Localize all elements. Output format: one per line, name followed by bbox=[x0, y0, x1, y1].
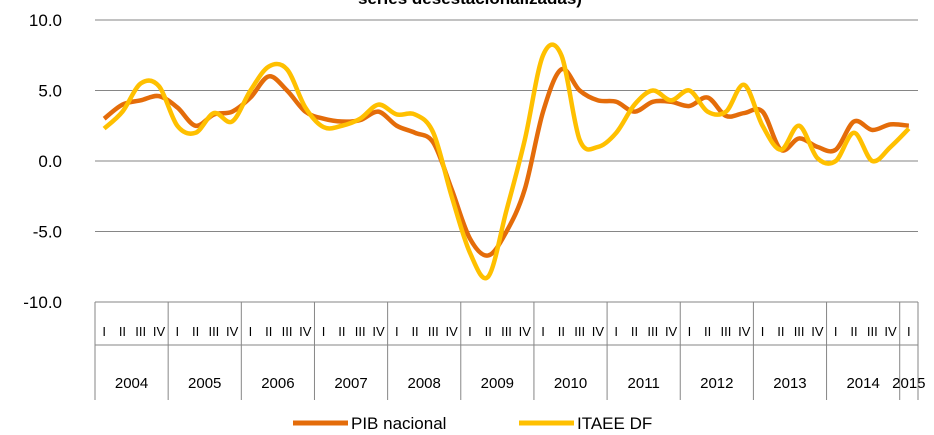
x-tick-label: II bbox=[338, 324, 345, 339]
y-tick-label: 5.0 bbox=[38, 82, 62, 101]
x-tick-label: III bbox=[574, 324, 585, 339]
year-label: 2011 bbox=[628, 375, 660, 392]
x-tick-label: IV bbox=[592, 324, 605, 339]
chart-title: series desestacionalizadas) bbox=[358, 0, 582, 8]
year-label: 2015 bbox=[892, 375, 925, 392]
x-tick-label: I bbox=[541, 324, 545, 339]
x-tick-label: IV bbox=[153, 324, 166, 339]
x-tick-label: IV bbox=[299, 324, 312, 339]
x-tick-label: I bbox=[395, 324, 399, 339]
x-tick-label: IV bbox=[884, 324, 897, 339]
x-tick-label: I bbox=[468, 324, 472, 339]
x-tick-label: II bbox=[192, 324, 199, 339]
x-tick-label: I bbox=[688, 324, 692, 339]
year-label: 2006 bbox=[261, 375, 294, 392]
x-tick-label: I bbox=[175, 324, 179, 339]
x-tick-label: I bbox=[102, 324, 106, 339]
x-tick-label: II bbox=[631, 324, 638, 339]
x-tick-label: III bbox=[867, 324, 878, 339]
x-tick-label: IV bbox=[811, 324, 824, 339]
x-tick-label: II bbox=[850, 324, 857, 339]
x-tick-label: II bbox=[704, 324, 711, 339]
x-tick-label: III bbox=[501, 324, 512, 339]
series-line bbox=[104, 69, 909, 256]
x-tick-label: I bbox=[322, 324, 326, 339]
x-tick-label: I bbox=[614, 324, 618, 339]
x-tick-label: I bbox=[834, 324, 838, 339]
x-tick-label: IV bbox=[445, 324, 458, 339]
year-label: 2010 bbox=[554, 375, 587, 392]
year-label: 2009 bbox=[481, 375, 514, 392]
x-tick-label: IV bbox=[738, 324, 751, 339]
year-label: 2008 bbox=[408, 375, 441, 392]
x-tick-label: II bbox=[558, 324, 565, 339]
y-tick-label: -5.0 bbox=[33, 223, 62, 242]
x-tick-label: III bbox=[282, 324, 293, 339]
legend-label: ITAEE DF bbox=[577, 414, 652, 433]
x-tick-label: III bbox=[135, 324, 146, 339]
x-tick-label: IV bbox=[665, 324, 678, 339]
x-tick-label: IV bbox=[519, 324, 532, 339]
x-tick-label: IV bbox=[372, 324, 385, 339]
year-label: 2005 bbox=[188, 375, 221, 392]
year-label: 2012 bbox=[700, 375, 733, 392]
year-label: 2007 bbox=[334, 375, 367, 392]
x-tick-label: I bbox=[761, 324, 765, 339]
x-tick-label: III bbox=[647, 324, 658, 339]
x-tick-label: I bbox=[907, 324, 911, 339]
year-label: 2014 bbox=[846, 375, 879, 392]
x-tick-label: III bbox=[355, 324, 366, 339]
x-tick-label: II bbox=[485, 324, 492, 339]
x-tick-label: II bbox=[777, 324, 784, 339]
x-tick-label: III bbox=[428, 324, 439, 339]
x-tick-label: I bbox=[249, 324, 253, 339]
year-label: 2004 bbox=[115, 375, 148, 392]
x-tick-label: III bbox=[208, 324, 219, 339]
y-tick-label: 0.0 bbox=[38, 152, 62, 171]
x-tick-label: III bbox=[721, 324, 732, 339]
x-tick-label: III bbox=[794, 324, 805, 339]
year-label: 2013 bbox=[773, 375, 806, 392]
x-tick-label: II bbox=[411, 324, 418, 339]
x-tick-label: IV bbox=[226, 324, 239, 339]
x-tick-label: II bbox=[119, 324, 126, 339]
chart: series desestacionalizadas) -10.0 -5.0 0.0… bbox=[0, 0, 934, 435]
x-tick-label: II bbox=[265, 324, 272, 339]
legend-label: PIB nacional bbox=[351, 414, 446, 433]
y-tick-label: -10.0 bbox=[23, 293, 62, 312]
y-tick-label: 10.0 bbox=[29, 11, 62, 30]
